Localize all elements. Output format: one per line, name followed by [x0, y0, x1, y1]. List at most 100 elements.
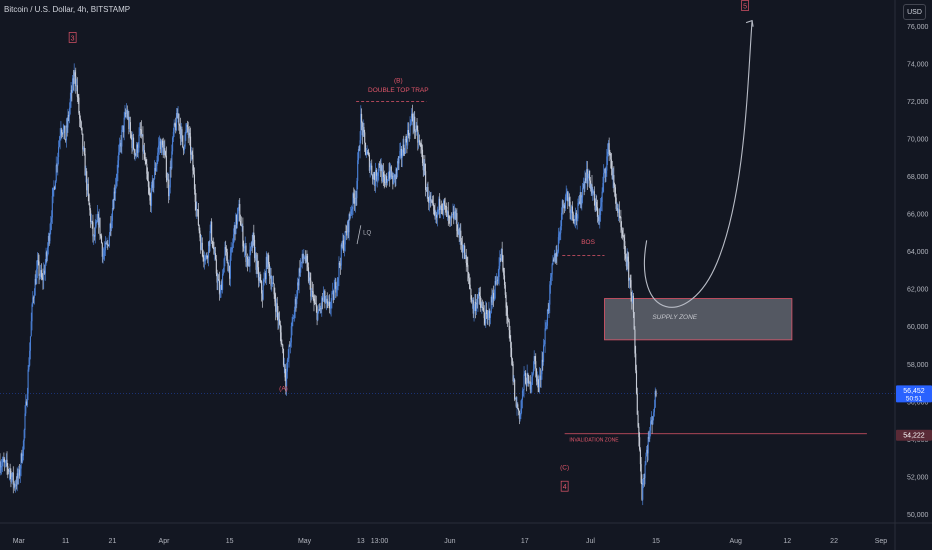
candle-body: [608, 143, 610, 155]
candle-body: [176, 113, 178, 119]
candle-body: [376, 175, 378, 180]
candle-body: [534, 356, 536, 362]
candle-body: [445, 206, 447, 207]
candle-body: [457, 229, 459, 235]
candle-body: [291, 321, 293, 327]
candle-body: [143, 150, 145, 152]
candle-body: [409, 123, 411, 136]
candle-body: [70, 89, 72, 99]
candle-body: [87, 183, 89, 195]
candle-body: [406, 139, 408, 146]
candle-body: [68, 107, 71, 117]
candle-body: [414, 116, 416, 132]
candle-body: [393, 174, 395, 177]
candle-body: [583, 183, 585, 189]
candle-body: [358, 149, 360, 151]
candle-body: [29, 336, 32, 351]
candle-body: [113, 191, 115, 209]
chart-annotation: (C): [560, 464, 569, 471]
candle-body: [61, 132, 64, 135]
currency-button[interactable]: USD: [903, 4, 926, 20]
candle-body: [77, 96, 79, 98]
candle-body: [511, 358, 513, 365]
candle-body: [556, 252, 558, 257]
candle-body: [407, 129, 410, 135]
candle-body: [485, 309, 488, 315]
candle-body: [235, 214, 237, 235]
candle-body: [4, 461, 6, 463]
candle-body: [13, 484, 15, 485]
candle-body: [265, 256, 267, 280]
candle-body: [68, 115, 70, 117]
candle-body: [592, 192, 594, 194]
candle-body: [262, 285, 264, 300]
candle-body: [319, 308, 321, 311]
candle-body: [364, 142, 367, 155]
chart-annotation: (B): [394, 78, 403, 85]
candle-body: [625, 258, 627, 267]
candle-body: [560, 226, 562, 234]
candle-body: [602, 183, 604, 192]
candle-body: [264, 273, 266, 281]
candle-body: [293, 309, 295, 319]
candle-body: [143, 150, 146, 160]
candle-body: [284, 364, 286, 378]
candle-body: [528, 376, 530, 384]
candle-body: [497, 277, 499, 281]
candle-body: [80, 121, 82, 128]
candle-body: [560, 212, 563, 227]
candle-body: [387, 178, 389, 181]
candle-body: [580, 192, 582, 205]
candle-body: [395, 169, 397, 180]
candle-body: [106, 243, 108, 245]
candle-body: [369, 167, 371, 171]
x-tick-label: 22: [830, 538, 838, 545]
candle-body: [652, 416, 654, 425]
candle-body: [578, 201, 581, 204]
candle-body: [593, 191, 595, 201]
candle-body: [528, 381, 531, 384]
candle-body: [455, 213, 457, 219]
candle-body: [11, 476, 13, 482]
candle-body: [281, 343, 283, 345]
candle-body: [5, 459, 7, 462]
candle-body: [270, 275, 272, 286]
candle-body: [543, 344, 545, 346]
candle-body: [564, 205, 566, 209]
candle-body: [577, 202, 579, 219]
candle-body: [201, 242, 203, 251]
candle-body: [122, 125, 124, 130]
candle-body: [223, 258, 225, 273]
candle-body: [587, 177, 589, 184]
candle-body: [182, 147, 185, 151]
candle-body: [140, 129, 142, 136]
candle-body: [655, 391, 657, 396]
candle-body: [344, 231, 346, 245]
candle-body: [384, 182, 386, 183]
candle-body: [439, 205, 442, 210]
candle-body: [565, 192, 567, 198]
candle-body: [301, 254, 303, 262]
x-tick-label: 13:00: [371, 538, 389, 545]
candle-body: [253, 232, 255, 240]
candle-body: [375, 169, 377, 180]
candle-body: [436, 210, 438, 218]
candle-body: [149, 193, 151, 201]
candle-body: [135, 153, 137, 156]
candle-body: [449, 217, 451, 220]
candle-body: [34, 278, 36, 296]
candle-body: [286, 371, 288, 387]
candle-body: [345, 231, 347, 233]
candle-body: [343, 244, 345, 251]
candle-body: [268, 255, 270, 265]
candle-body: [278, 319, 280, 321]
y-tick-label: 58,000: [907, 362, 929, 369]
candle-body: [426, 187, 428, 191]
candle-body: [252, 232, 254, 247]
candle-body: [172, 131, 174, 138]
candle-body: [128, 116, 130, 130]
candle-body: [239, 204, 241, 221]
candle-body: [217, 279, 219, 283]
candle-body: [648, 437, 650, 439]
